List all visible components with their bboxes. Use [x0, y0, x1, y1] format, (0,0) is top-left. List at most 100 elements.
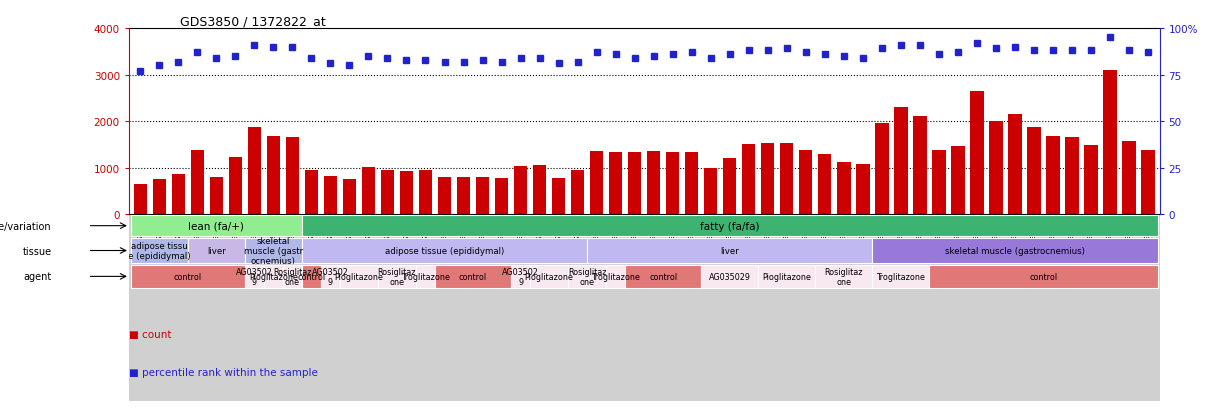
Bar	[286, 138, 299, 215]
Bar	[131, 239, 188, 263]
Bar	[872, 239, 1157, 263]
Text: skeletal muscle (gastrocnemius): skeletal muscle (gastrocnemius)	[945, 247, 1085, 255]
Bar	[818, 154, 832, 215]
Bar	[418, 171, 432, 215]
Text: Pioglitazone: Pioglitazone	[335, 272, 383, 281]
Bar	[856, 165, 870, 215]
Bar	[1123, 142, 1136, 215]
Bar	[266, 137, 280, 215]
Bar	[894, 108, 908, 215]
Text: lean (fa/+): lean (fa/+)	[189, 221, 244, 231]
Bar	[129, 215, 1160, 401]
Text: Pioglitazone: Pioglitazone	[762, 272, 811, 281]
Bar	[302, 239, 588, 263]
Text: control: control	[297, 272, 325, 281]
Bar	[380, 171, 394, 215]
Text: ■ count: ■ count	[129, 330, 172, 339]
Bar	[951, 147, 964, 215]
Text: genotype/variation: genotype/variation	[0, 221, 52, 231]
Text: control: control	[174, 272, 202, 281]
Text: adipose tissue (epididymal): adipose tissue (epididymal)	[385, 247, 504, 255]
Bar	[514, 166, 528, 215]
Bar	[606, 265, 626, 288]
Bar	[512, 265, 530, 288]
Bar	[245, 265, 264, 288]
Text: control: control	[459, 272, 487, 281]
Bar	[913, 116, 926, 215]
Bar	[131, 265, 245, 288]
Bar	[626, 265, 701, 288]
Bar	[1141, 151, 1155, 215]
Bar	[571, 170, 584, 215]
Bar	[494, 178, 508, 215]
Bar	[875, 124, 888, 215]
Bar	[436, 265, 512, 288]
Bar	[1085, 146, 1098, 215]
Bar	[210, 178, 223, 215]
Text: Rosiglitaz
one: Rosiglitaz one	[274, 267, 312, 286]
Bar	[302, 265, 321, 288]
Bar	[304, 170, 318, 215]
Bar	[533, 166, 546, 215]
Bar	[188, 239, 245, 263]
Text: adipose tissu
e (epididymal): adipose tissu e (epididymal)	[128, 241, 190, 261]
Bar	[1009, 115, 1022, 215]
Bar	[530, 265, 568, 288]
Bar	[704, 169, 718, 215]
Text: Troglitazone: Troglitazone	[876, 272, 925, 281]
Bar	[302, 216, 1157, 237]
Bar	[1027, 128, 1040, 215]
Bar	[342, 179, 356, 215]
Text: AG03502
9: AG03502 9	[312, 267, 348, 286]
Bar	[761, 144, 774, 215]
Bar	[134, 185, 147, 215]
Bar	[989, 122, 1002, 215]
Bar	[742, 145, 756, 215]
Bar	[172, 175, 185, 215]
Bar	[400, 172, 413, 215]
Text: ■ percentile rank within the sample: ■ percentile rank within the sample	[129, 367, 318, 377]
Bar	[245, 239, 302, 263]
Bar	[340, 265, 378, 288]
Bar	[799, 151, 812, 215]
Text: liver: liver	[207, 247, 226, 255]
Text: AG035029: AG035029	[709, 272, 751, 281]
Text: AG03502
9: AG03502 9	[502, 267, 539, 286]
Bar	[837, 163, 850, 215]
Bar	[228, 158, 242, 215]
Text: Pioglitazone: Pioglitazone	[249, 272, 298, 281]
Bar	[609, 152, 622, 215]
Bar	[685, 153, 698, 215]
Bar	[568, 265, 606, 288]
Bar	[1047, 137, 1060, 215]
Text: agent: agent	[23, 272, 52, 282]
Bar	[438, 178, 452, 215]
Bar	[283, 265, 302, 288]
Bar	[588, 239, 872, 263]
Bar	[1065, 138, 1079, 215]
Bar	[815, 265, 872, 288]
Bar	[1103, 71, 1117, 215]
Bar	[378, 265, 416, 288]
Text: GDS3850 / 1372822_at: GDS3850 / 1372822_at	[180, 15, 326, 28]
Bar	[758, 265, 815, 288]
Bar	[628, 152, 642, 215]
Bar	[933, 151, 946, 215]
Bar	[362, 167, 375, 215]
Text: liver: liver	[720, 247, 739, 255]
Text: Rosiglitaz
one: Rosiglitaz one	[568, 267, 606, 286]
Bar	[264, 265, 283, 288]
Text: fatty (fa/fa): fatty (fa/fa)	[699, 221, 760, 231]
Bar	[929, 265, 1157, 288]
Bar	[248, 128, 261, 215]
Text: Rosiglitaz
one: Rosiglitaz one	[825, 267, 863, 286]
Text: Pioglitazone: Pioglitazone	[525, 272, 573, 281]
Text: AG03502
9: AG03502 9	[236, 267, 272, 286]
Bar	[190, 151, 204, 215]
Bar	[647, 152, 660, 215]
Bar	[701, 265, 758, 288]
Text: Troglitazone: Troglitazone	[591, 272, 640, 281]
Bar	[456, 178, 470, 215]
Text: control: control	[1029, 272, 1058, 281]
Bar	[321, 265, 340, 288]
